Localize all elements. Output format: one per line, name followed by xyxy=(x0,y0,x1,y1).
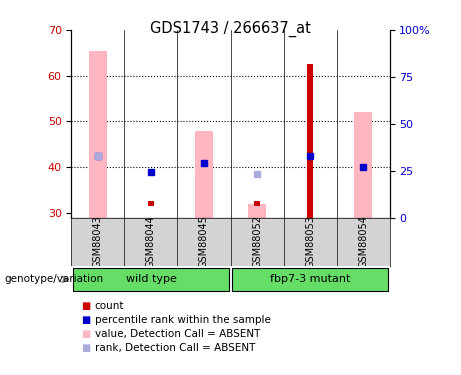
Bar xyxy=(89,51,107,217)
Text: value, Detection Call = ABSENT: value, Detection Call = ABSENT xyxy=(95,329,260,339)
Bar xyxy=(354,112,372,218)
Text: GSM88054: GSM88054 xyxy=(358,215,368,268)
Text: ■: ■ xyxy=(81,329,90,339)
Text: ■: ■ xyxy=(81,315,90,325)
Text: GSM88044: GSM88044 xyxy=(146,216,156,268)
Text: ■: ■ xyxy=(81,301,90,310)
Bar xyxy=(231,268,389,291)
Bar xyxy=(195,130,213,218)
Bar xyxy=(248,204,266,218)
Text: fbp7-3 mutant: fbp7-3 mutant xyxy=(270,274,350,284)
Text: GSM88045: GSM88045 xyxy=(199,215,209,268)
Text: genotype/variation: genotype/variation xyxy=(5,274,104,284)
Text: GDS1743 / 266637_at: GDS1743 / 266637_at xyxy=(150,21,311,37)
Bar xyxy=(307,64,313,217)
Text: count: count xyxy=(95,301,124,310)
Text: GSM88053: GSM88053 xyxy=(305,215,315,268)
Bar xyxy=(72,268,230,291)
Text: GSM88043: GSM88043 xyxy=(93,216,103,268)
Text: percentile rank within the sample: percentile rank within the sample xyxy=(95,315,271,325)
Text: rank, Detection Call = ABSENT: rank, Detection Call = ABSENT xyxy=(95,344,255,353)
Text: wild type: wild type xyxy=(125,274,177,284)
Bar xyxy=(254,201,260,206)
Text: GSM88052: GSM88052 xyxy=(252,215,262,268)
Text: ■: ■ xyxy=(81,344,90,353)
Bar xyxy=(148,201,154,206)
